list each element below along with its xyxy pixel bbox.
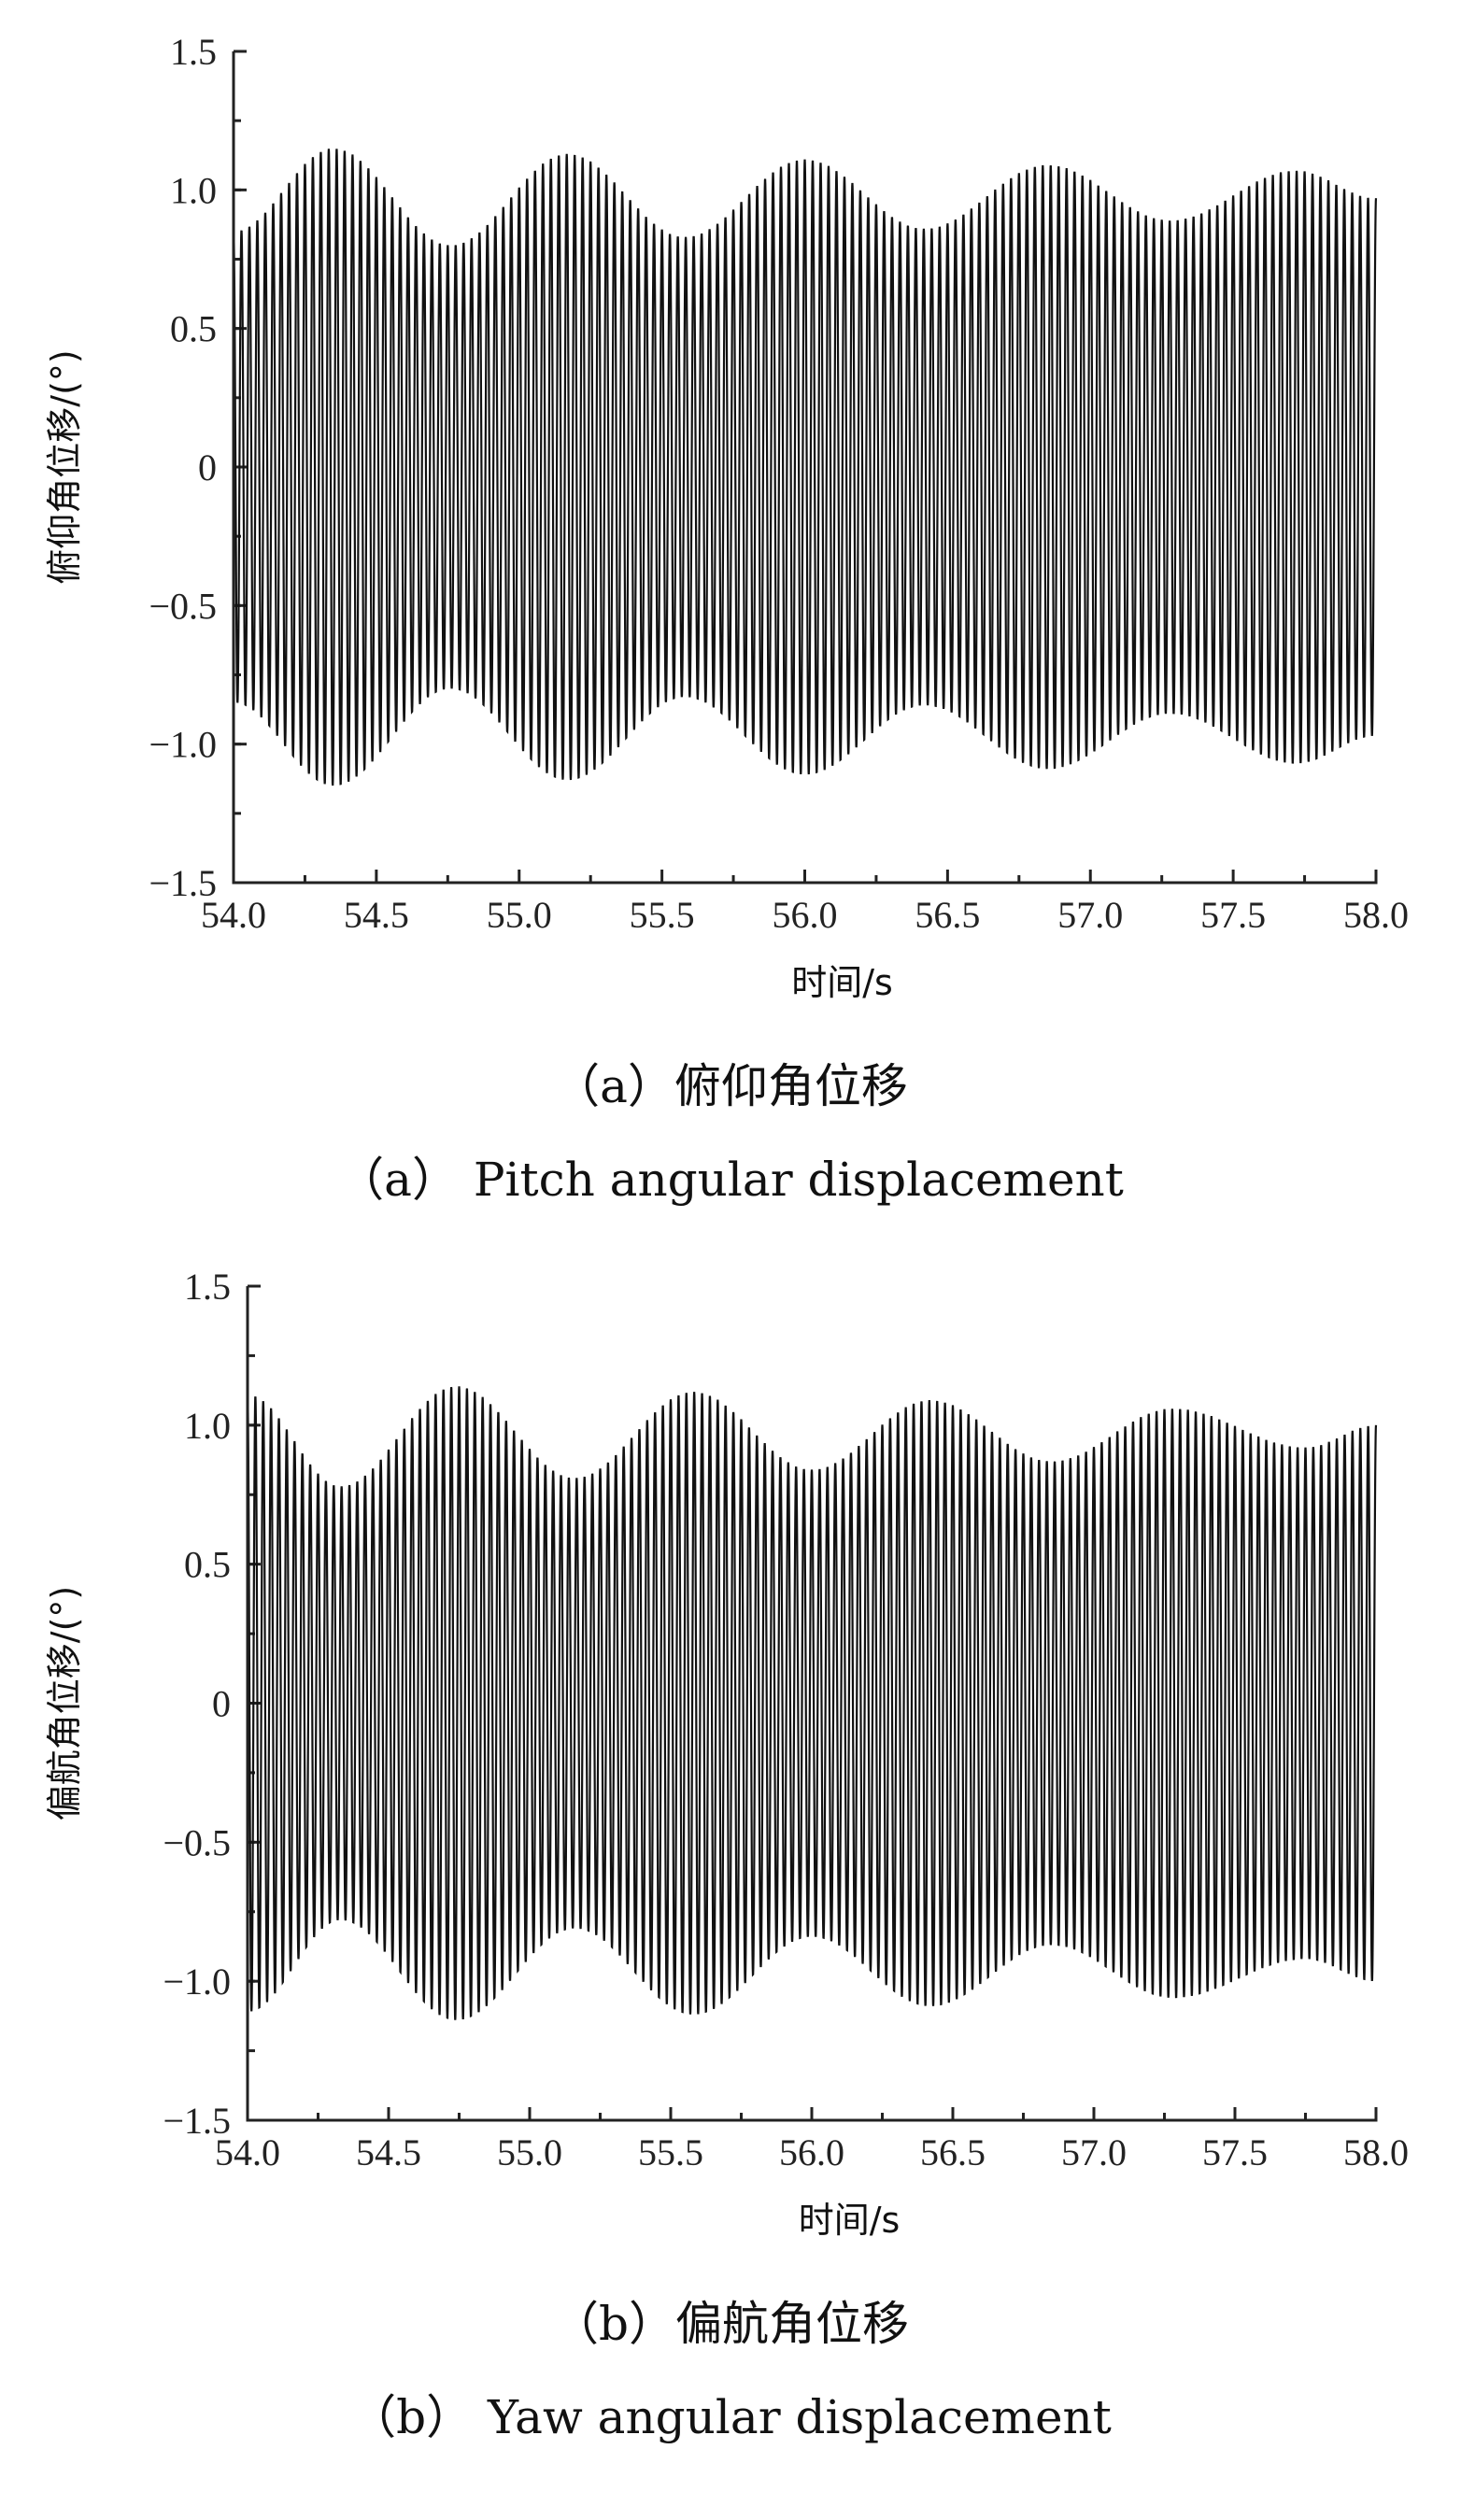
x-tick-label: 58.0	[1343, 894, 1409, 936]
y-tick-label: −1.5	[149, 862, 217, 904]
y-tick-label: −0.5	[149, 585, 217, 627]
y-tick-label: 1.5	[170, 31, 217, 73]
pitch-signal-line	[232, 149, 1378, 786]
y-tick-label: 0	[198, 446, 217, 488]
x-tick-label: 54.0	[201, 894, 266, 936]
x-axis-title: 时间/s	[799, 2200, 901, 2241]
x-tick-label: 56.0	[779, 2131, 844, 2173]
y-tick-label: −1.5	[163, 2100, 231, 2142]
x-tick-label: 56.0	[773, 894, 838, 936]
y-axis-title: 俯仰角位移/(°)	[44, 349, 85, 584]
x-axis-ticks: 54.0 54.5 55.0 55.5 56.0 56.5 57.0 57.5 58.0	[201, 870, 1409, 936]
y-tick-label: 0.5	[184, 1544, 231, 1586]
y-tick-label: −1.0	[149, 724, 217, 766]
chart-panel-a: 1.51.00.50−0.5−1.0−1.5 54.0 54.5 55.0 55.5 5…	[44, 31, 1409, 1207]
x-axis-title: 时间/s	[791, 962, 893, 1003]
x-tick-label: 54.5	[356, 2131, 421, 2173]
y-tick-label: 0.5	[170, 308, 217, 350]
caption-english: （b） Yaw angular displacement	[349, 2390, 1112, 2444]
y-tick-label: 0	[212, 1683, 231, 1725]
x-tick-label: 57.0	[1061, 2131, 1127, 2173]
caption-chinese: （b）偏航角位移	[552, 2297, 909, 2351]
y-tick-label: 1.5	[184, 1266, 231, 1308]
x-tick-label: 56.5	[915, 894, 980, 936]
y-tick-label: −0.5	[163, 1821, 231, 1863]
axes-frame	[246, 1286, 1378, 2122]
x-tick-label: 56.5	[920, 2131, 986, 2173]
x-tick-label: 54.5	[344, 894, 409, 936]
y-tick-label: 1.0	[184, 1405, 231, 1447]
y-axis-title: 偏航角位移/(°)	[44, 1586, 85, 1820]
x-tick-label: 55.0	[487, 894, 552, 936]
y-axis-ticks: 1.5 1.0 0.5 0 −0.5 −1.0 −1.5	[163, 1266, 261, 2142]
y-axis-ticks: 1.5 1.0 0.5 0 −0.5 −1.0 −1.5	[149, 31, 247, 904]
y-tick-label: 1.0	[170, 169, 217, 211]
x-tick-label: 57.5	[1200, 894, 1266, 936]
x-axis-ticks: 54.0 54.5 55.0 55.5 56.0 56.5 57.0 57.5 58.0	[215, 2107, 1409, 2173]
axes-frame	[232, 51, 1378, 885]
x-tick-label: 58.0	[1343, 2131, 1409, 2173]
x-tick-label: 55.0	[497, 2131, 562, 2173]
x-tick-label: 55.5	[630, 894, 695, 936]
caption-chinese: （a）俯仰角位移	[553, 1059, 908, 1113]
chart-panel-b: 1.51.00.50−0.5−1.0−1.5 54.0 54.5 55.0 55.5 5…	[44, 1266, 1409, 2444]
x-tick-label: 57.0	[1057, 894, 1123, 936]
y-tick-label: −1.0	[163, 1961, 231, 2003]
x-tick-label: 54.0	[215, 2131, 280, 2173]
x-tick-label: 57.5	[1202, 2131, 1268, 2173]
x-tick-label: 55.5	[638, 2131, 703, 2173]
caption-english: （a） Pitch angular displacement	[337, 1153, 1124, 1207]
yaw-signal-line	[246, 1386, 1378, 2020]
